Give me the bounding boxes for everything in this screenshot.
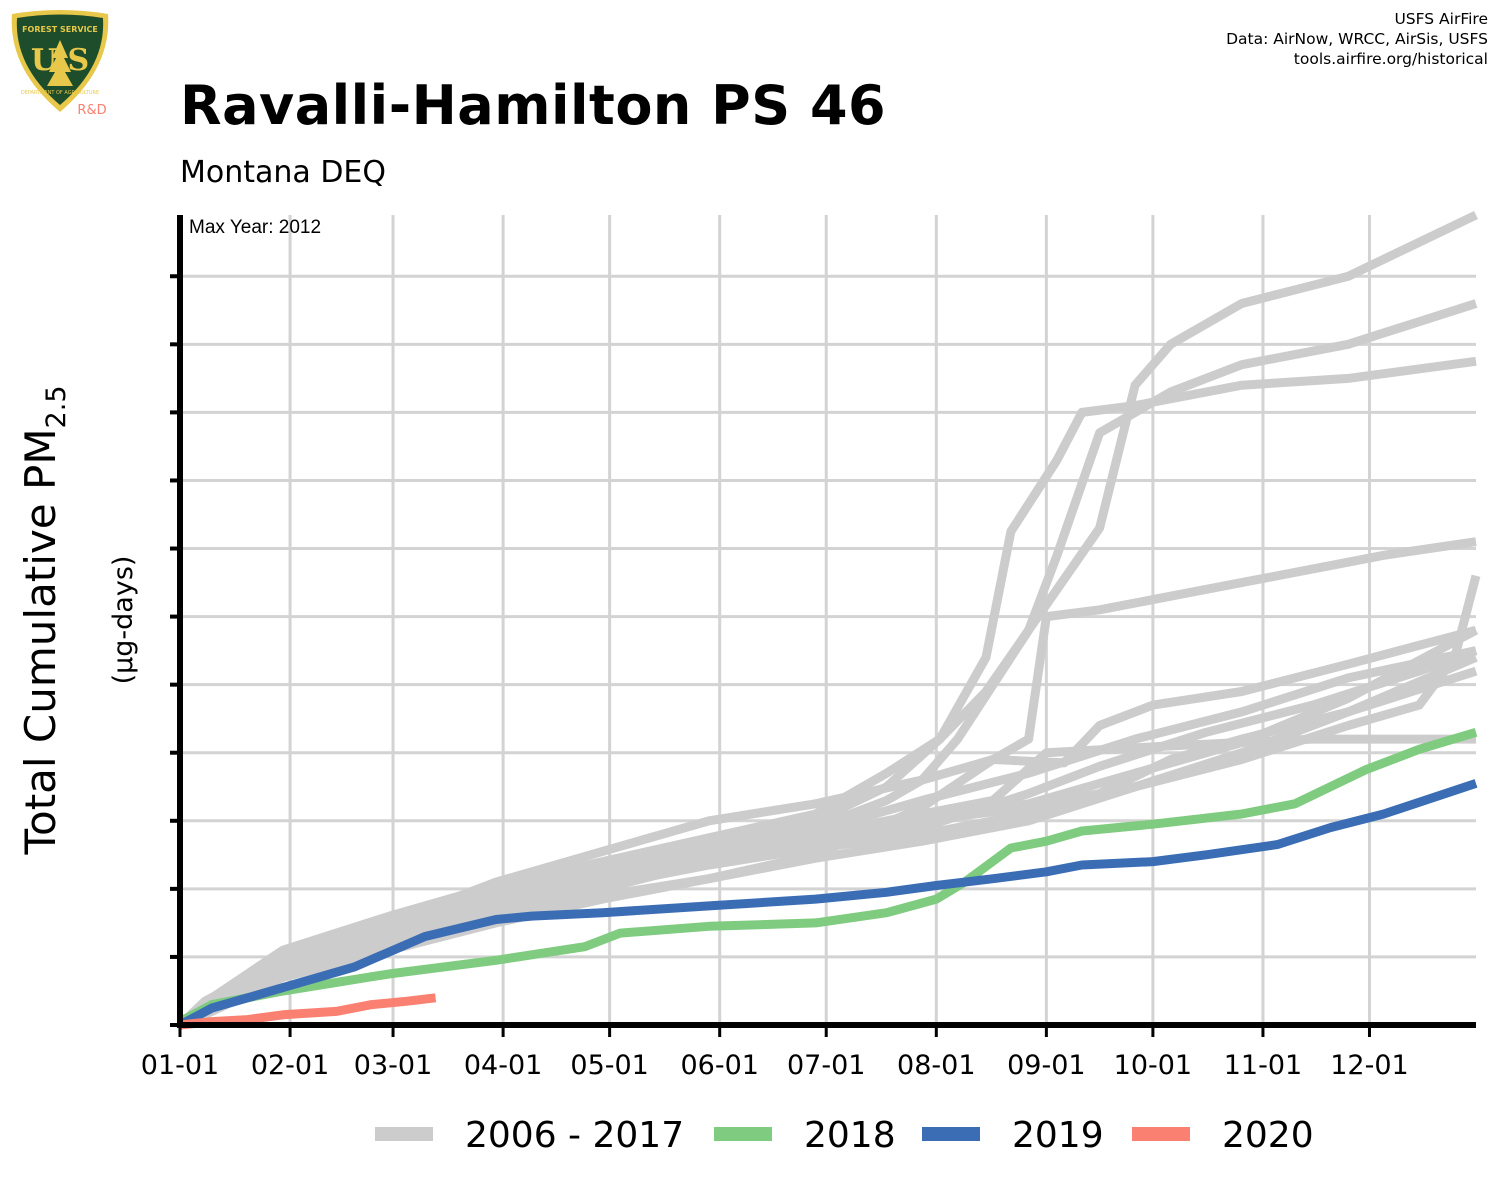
- chart-subtitle: Montana DEQ: [180, 155, 387, 190]
- axes-group: 01-01 02-01 03-01 04-01 05-01 06-01 07-01 08-01…: [141, 215, 1476, 1081]
- chart-title: Ravalli-Hamilton PS 46: [180, 74, 887, 137]
- y-axis-label: Total Cumulative PM2.5 (µg-days): [16, 385, 139, 855]
- series-line-2018: [177, 727, 1478, 1026]
- historical-series-line: [177, 646, 1477, 1029]
- credit-line-3: tools.airfire.org/historical: [1293, 50, 1488, 68]
- x-tick-label: 08-01: [897, 1050, 975, 1081]
- historical-series-line: [177, 734, 1476, 1029]
- legend-label: 2019: [1012, 1115, 1104, 1156]
- credit-line-1: USFS AirFire: [1394, 10, 1488, 28]
- legend-label: 2006 - 2017: [465, 1115, 684, 1156]
- logo-badge: R&D: [77, 103, 106, 118]
- x-tick-label: 03-01: [354, 1050, 432, 1081]
- legend: 2006 - 2017 2018 2019 2020: [375, 1115, 1314, 1156]
- y-axis-title: Total Cumulative PM2.5: [16, 385, 72, 855]
- x-tick-label: 06-01: [680, 1050, 758, 1081]
- x-tick-label: 05-01: [570, 1050, 648, 1081]
- credit-line-2: Data: AirNow, WRCC, AirSis, USFS: [1226, 30, 1488, 48]
- max-year-annotation: Max Year: 2012: [189, 217, 321, 238]
- historical-series-group: [176, 210, 1481, 1030]
- forest-service-logo: FOREST SERVICE U S DEPARTMENT OF AGRICUL…: [8, 8, 112, 118]
- legend-label: 2020: [1222, 1115, 1314, 1156]
- logo-bottom-text: DEPARTMENT OF AGRICULTURE: [21, 90, 99, 96]
- forest-service-shield-icon: FOREST SERVICE U S DEPARTMENT OF AGRICUL…: [11, 10, 109, 118]
- credit-block: USFS AirFire Data: AirNow, WRCC, AirSis,…: [1226, 9, 1488, 69]
- x-tick-label: 04-01: [464, 1050, 542, 1081]
- historical-series-line: [177, 626, 1479, 1029]
- x-tick-label: 12-01: [1330, 1050, 1408, 1081]
- series-line-2020: [179, 993, 437, 1030]
- historical-series-line: [178, 666, 1478, 1030]
- x-tick-label: 10-01: [1114, 1050, 1192, 1081]
- series-line-2019: [177, 779, 1478, 1029]
- x-tick-label: 02-01: [251, 1050, 329, 1081]
- y-axis-units: (µg-days): [108, 556, 139, 685]
- historical-series-line: [177, 210, 1478, 1029]
- x-tick-label: 07-01: [787, 1050, 865, 1081]
- logo-top-text: FOREST SERVICE: [22, 25, 98, 34]
- legend-label: 2018: [804, 1115, 896, 1156]
- x-tick-label: 09-01: [1007, 1050, 1085, 1081]
- grid-lines: [178, 215, 1476, 1027]
- x-tick-label: 01-01: [141, 1050, 219, 1081]
- x-tick-label: 11-01: [1224, 1050, 1302, 1081]
- highlight-series-group: [177, 727, 1478, 1030]
